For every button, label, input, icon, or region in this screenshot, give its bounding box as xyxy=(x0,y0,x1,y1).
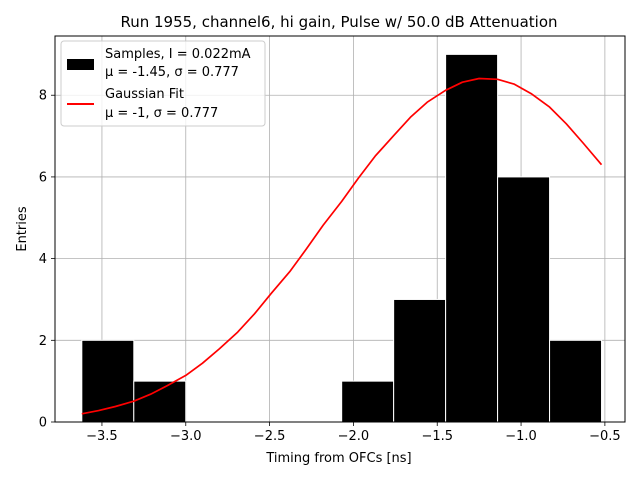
y-axis-title: Entries xyxy=(15,206,30,252)
legend-box xyxy=(60,40,266,127)
legend: Samples, I = 0.022mA μ = -1.45, σ = 0.77… xyxy=(60,40,266,127)
x-tick-label: −1.0 xyxy=(505,429,537,444)
x-tick-label: −2.0 xyxy=(338,429,370,444)
legend-fit-label: Gaussian Fit xyxy=(105,87,184,102)
legend-histogram-label: Samples, I = 0.022mA xyxy=(105,47,251,62)
gaussian-fit-line xyxy=(81,77,603,415)
histogram-bar xyxy=(81,339,135,423)
x-axis-ticks: −3.5 −3.0 −2.5 −2.0 −1.5 −1.0 −0.5 xyxy=(86,422,621,444)
fit-curve-layer xyxy=(81,77,603,415)
histogram-bar xyxy=(497,176,551,423)
y-axis-ticks: 0 2 4 6 8 xyxy=(39,89,55,431)
legend-histogram-stats: μ = -1.45, σ = 0.777 xyxy=(105,65,239,80)
plot-frame xyxy=(54,35,626,423)
histogram-bar xyxy=(549,339,603,423)
x-tick-label: −3.5 xyxy=(86,429,118,444)
x-tick-label: −1.5 xyxy=(421,429,453,444)
y-tick-label: 6 xyxy=(39,170,47,185)
x-tick-label: −0.5 xyxy=(589,429,621,444)
histogram-bar xyxy=(393,298,447,423)
histogram-bar xyxy=(341,380,395,423)
y-tick-label: 0 xyxy=(39,416,47,431)
histogram-bars xyxy=(81,53,603,423)
histogram-bar xyxy=(133,380,187,423)
x-tick-label: −3.0 xyxy=(170,429,202,444)
legend-fit-stats: μ = -1, σ = 0.777 xyxy=(105,106,218,121)
y-tick-label: 2 xyxy=(39,334,47,349)
y-tick-label: 8 xyxy=(39,89,47,104)
chart-title: Run 1955, channel6, hi gain, Pulse w/ 50… xyxy=(120,13,557,31)
x-axis-title: Timing from OFCs [ns] xyxy=(265,451,411,466)
x-tick-label: −2.5 xyxy=(254,429,286,444)
y-tick-label: 4 xyxy=(39,252,47,267)
histogram-bar xyxy=(445,53,499,423)
legend-histogram-swatch xyxy=(67,59,94,70)
